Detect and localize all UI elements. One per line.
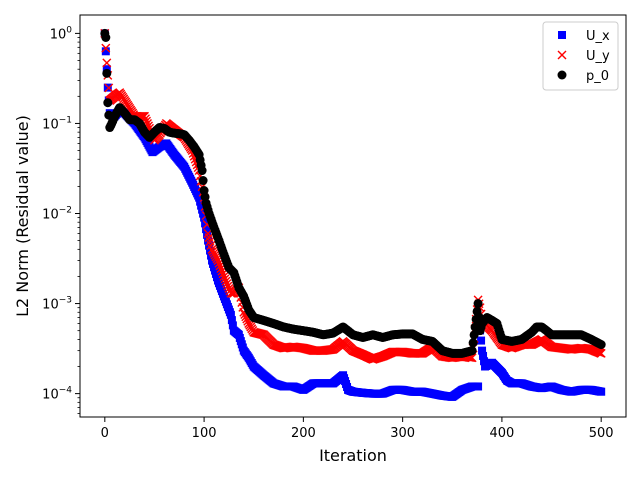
data-point (468, 338, 478, 348)
legend-label: U_x (586, 29, 610, 44)
data-point (102, 58, 112, 68)
legend-entry: U_y (557, 49, 610, 64)
data-point (596, 340, 606, 350)
legend-marker (557, 50, 567, 60)
data-point (219, 271, 229, 281)
data-point (103, 98, 113, 108)
data-point (101, 33, 111, 43)
data-point (479, 351, 488, 360)
data-point (218, 269, 228, 279)
series-p-0 (100, 28, 606, 358)
legend-label: p_0 (586, 69, 609, 84)
data-point (101, 43, 111, 53)
data-point (227, 316, 236, 325)
x-tick-label: 0 (101, 426, 109, 441)
x-tick-label: 500 (589, 426, 614, 441)
data-point (473, 299, 483, 309)
axes-frame (79, 14, 627, 418)
data-point (474, 382, 483, 391)
data-point (198, 176, 208, 186)
data-point (104, 83, 114, 93)
legend-entry: U_x (558, 29, 610, 44)
x-tick-label: 300 (390, 426, 415, 441)
data-point (102, 68, 112, 78)
legend-marker (557, 70, 567, 80)
x-axis-label: Iteration (319, 446, 387, 465)
legend-entry: p_0 (557, 69, 609, 84)
data-point (221, 276, 231, 286)
x-tick-label: 100 (192, 426, 217, 441)
data-point (596, 348, 606, 358)
data-point (228, 321, 237, 330)
x-tick-label: 400 (489, 426, 514, 441)
legend-marker (558, 31, 566, 39)
data-point (197, 166, 207, 176)
data-point (101, 47, 110, 56)
data-point (204, 236, 213, 245)
data-point (202, 225, 211, 234)
y-axis-label: L2 Norm (Residual value) (13, 115, 32, 317)
x-tick-label: 200 (291, 426, 316, 441)
data-point (140, 111, 150, 121)
data-point (597, 387, 606, 396)
data-point (467, 346, 477, 356)
data-point (222, 279, 232, 289)
data-point (220, 274, 230, 284)
legend: U_x U_y p_0 (542, 21, 619, 91)
legend-label: U_y (586, 49, 610, 64)
data-point (478, 346, 487, 355)
plot-area (100, 28, 606, 401)
data-point (477, 336, 486, 345)
data-point (226, 310, 235, 319)
